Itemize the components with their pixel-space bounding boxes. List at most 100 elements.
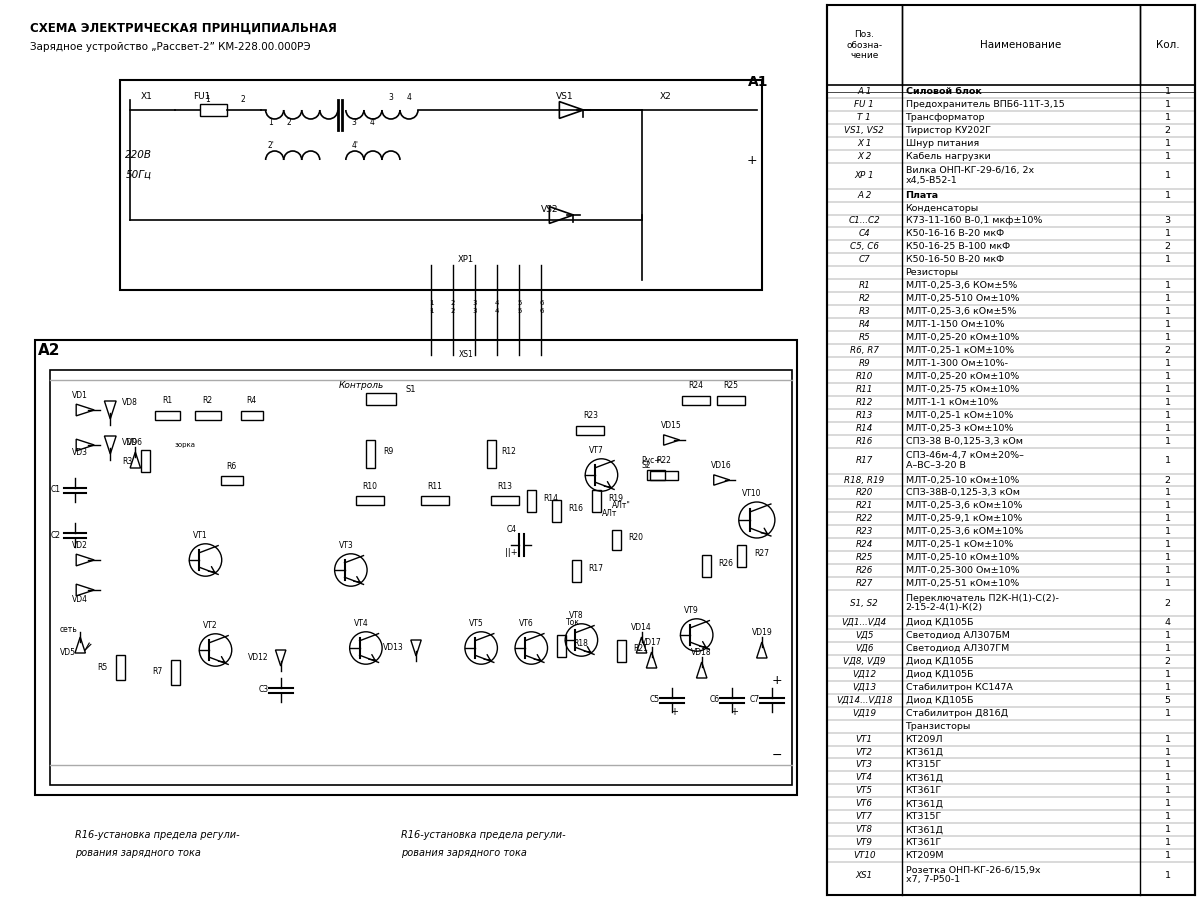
Text: XS1: XS1 [856,870,872,879]
Text: 2: 2 [287,118,292,127]
Text: 3: 3 [473,308,478,314]
Text: VT6: VT6 [856,799,872,808]
Text: 1: 1 [1165,554,1171,562]
Text: 1: 1 [1165,489,1171,498]
Text: C3: C3 [258,686,269,695]
Text: R24: R24 [856,540,872,549]
Text: 1: 1 [1165,398,1171,407]
Bar [612,530,622,550]
Text: 1: 1 [1165,230,1171,238]
Text: МЛТ-0,25-3,6 кОм±5%: МЛТ-0,25-3,6 кОм±5% [906,307,1016,316]
Text: 2: 2 [1165,346,1171,355]
Text: R17: R17 [856,456,872,465]
Text: 2: 2 [1165,475,1171,484]
Text: VD2: VD2 [72,541,88,550]
Text: КТ361Д: КТ361Д [906,799,943,808]
Text: КТ361Д: КТ361Д [906,748,943,757]
Text: R22: R22 [856,515,872,524]
Text: 2: 2 [451,300,455,306]
Text: +: + [746,154,757,166]
Text: Вилка ОНП-КГ-29-6/16, 2х
х4,5-В52-1: Вилка ОНП-КГ-29-6/16, 2х х4,5-В52-1 [906,166,1033,185]
Text: R4: R4 [858,320,870,329]
Text: К50-16-50 В-20 мкФ: К50-16-50 В-20 мкФ [906,256,1003,265]
Bar [491,496,520,505]
Text: 1: 1 [1165,501,1171,510]
Text: 3: 3 [1165,217,1171,226]
Text: 1: 1 [1165,748,1171,757]
Bar [155,410,180,419]
Text: VT5: VT5 [856,787,872,796]
Text: 1: 1 [205,95,210,104]
Text: 50Гц: 50Гц [125,170,151,180]
Text: 1: 1 [1165,424,1171,433]
Text: VD13: VD13 [383,644,404,652]
Text: R14: R14 [544,494,558,503]
Text: R17: R17 [588,564,604,573]
Text: 1: 1 [1165,515,1171,524]
Bar [356,496,384,505]
Text: R19: R19 [608,494,624,503]
Text: Диод КД105Б: Диод КД105Б [906,657,973,666]
Text: +: + [730,707,738,717]
Text: X2: X2 [660,92,671,101]
Text: FU1: FU1 [193,92,211,101]
Text: Ток: Ток [566,618,581,627]
Text: сеть: сеть [59,625,77,634]
Text: R12: R12 [856,398,872,407]
Text: 1: 1 [428,308,433,314]
Text: R4: R4 [246,396,257,405]
Text: 1: 1 [1165,787,1171,796]
Text: Шнур питания: Шнур питания [906,139,979,148]
Text: VД6: VД6 [856,644,874,652]
Text: C6: C6 [709,696,720,705]
Text: VT1: VT1 [193,531,208,540]
Text: КТ209М: КТ209М [906,851,944,860]
Text: 1: 1 [1165,307,1171,316]
Text: S1: S1 [406,385,416,394]
Text: 1: 1 [1165,540,1171,549]
Text: МЛТ-0,25-3,6 кОМ±10%: МЛТ-0,25-3,6 кОМ±10% [906,527,1022,536]
Text: МЛТ-0,25-1 кОм±10%: МЛТ-0,25-1 кОм±10% [906,540,1013,549]
Text: 1: 1 [1165,171,1171,180]
Text: VS1: VS1 [557,92,574,101]
Text: 1: 1 [1165,112,1171,122]
Text: К50-16-16 В-20 мкФ: К50-16-16 В-20 мкФ [906,230,1003,238]
Text: К73-11-160 В-0,1 мкф±10%: К73-11-160 В-0,1 мкф±10% [906,217,1042,226]
Text: Транзисторы: Транзисторы [906,722,971,731]
Text: R6: R6 [227,462,236,471]
Text: VS1, VS2: VS1, VS2 [845,126,884,135]
Text: R16: R16 [856,436,872,446]
Bar [35,340,797,795]
Text: 1: 1 [1165,410,1171,419]
Text: XP 1: XP 1 [854,171,874,180]
Text: VD1: VD1 [72,391,88,400]
Text: 3': 3' [352,118,359,127]
Text: R9: R9 [383,447,394,456]
Text: R23: R23 [856,527,872,536]
Text: C5: C5 [649,696,660,705]
Text: МЛТ-0,25-1 кОм±10%: МЛТ-0,25-1 кОм±10% [906,410,1013,419]
Text: 3: 3 [473,300,478,306]
Text: Наименование: Наименование [980,40,1062,50]
Text: R3: R3 [122,456,132,465]
Text: МЛТ-0,25-10 кОм±10%: МЛТ-0,25-10 кОм±10% [906,475,1019,484]
Text: R18: R18 [574,639,588,648]
Text: VT7: VT7 [856,813,872,822]
Text: VT10: VT10 [853,851,876,860]
Text: Стабилитрон Д816Д: Стабилитрон Д816Д [906,708,1008,717]
Text: VD8: VD8 [122,398,138,407]
Text: VД12: VД12 [852,670,876,679]
Text: 1: 1 [1165,870,1171,879]
Text: R27: R27 [856,579,872,588]
Text: 1: 1 [1165,799,1171,808]
Text: R5: R5 [97,662,107,671]
Text: R23: R23 [583,411,598,420]
Text: VD14: VD14 [631,623,652,632]
Text: 1: 1 [428,300,433,306]
Text: C7: C7 [750,696,760,705]
Text: 1: 1 [1165,456,1171,465]
Text: 1: 1 [1165,851,1171,860]
Text: R26: R26 [856,566,872,575]
Text: 1: 1 [1165,372,1171,381]
Text: +: + [772,673,782,687]
